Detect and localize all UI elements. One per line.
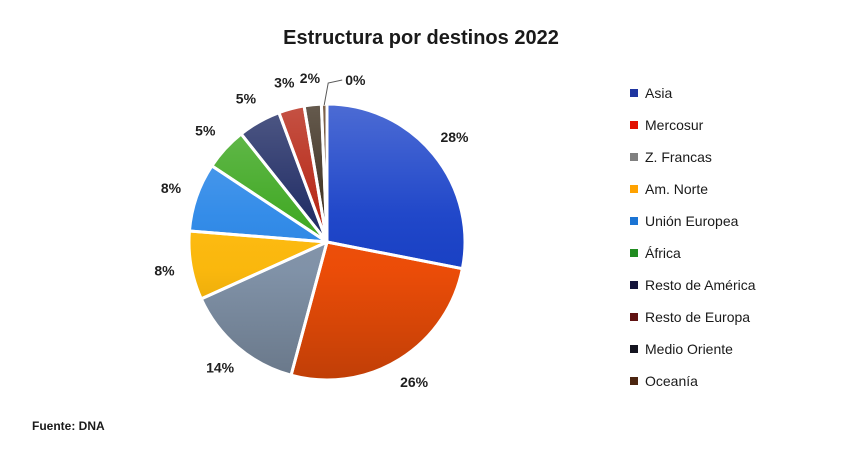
chart-title: Estructura por destinos 2022 [283, 27, 559, 49]
legend-label-medio-oriente: Medio Oriente [645, 341, 733, 357]
legend-label-am-norte: Am. Norte [645, 181, 709, 197]
legend-label-oceania: Oceanía [645, 373, 698, 389]
legend-item-union-europea: Unión Europea [630, 213, 756, 229]
legend-item-mercosur: Mercosur [630, 117, 756, 133]
pie-slice-border [325, 102, 467, 271]
legend-swatch-africa [630, 249, 638, 257]
legend-label-resto-de-europa: Resto de Europa [645, 309, 751, 325]
slice-value-label-union-europea: 8% [161, 180, 182, 196]
legend-swatch-resto-de-europa [630, 313, 638, 321]
legend-label-union-europea: Unión Europea [645, 213, 739, 229]
legend-label-mercosur: Mercosur [645, 117, 704, 133]
legend-item-asia: Asia [630, 85, 756, 101]
slice-value-label-z-francas: 14% [206, 360, 235, 376]
slice-value-label-asia: 28% [440, 129, 469, 145]
legend-swatch-resto-de-america [630, 281, 638, 289]
slice-value-label-resto-de-america: 5% [236, 90, 257, 106]
pie-slice-border [289, 240, 464, 382]
legend-item-medio-oriente: Medio Oriente [630, 341, 756, 357]
label-leader-line [323, 79, 343, 106]
slice-value-label-africa: 5% [195, 123, 216, 139]
legend-swatch-oceania [630, 377, 638, 385]
slice-value-label-am-norte: 8% [154, 262, 175, 278]
legend-swatch-medio-oriente [630, 345, 638, 353]
legend-item-oceania: Oceanía [630, 373, 756, 389]
legend-label-asia: Asia [645, 85, 673, 101]
pie-slice-border [199, 240, 329, 377]
legend: Asia Mercosur Z. Francas Am. Norte Unión Eur… [630, 85, 756, 389]
legend-swatch-union-europea [630, 217, 638, 225]
legend-item-am-norte: Am. Norte [630, 181, 756, 197]
legend-item-resto-de-europa: Resto de Europa [630, 309, 756, 325]
source-note: Fuente: DNA [32, 419, 105, 433]
legend-label-africa: África [645, 245, 681, 261]
slice-value-label-resto-de-europa: 3% [274, 75, 295, 91]
legend-item-africa: África [630, 245, 756, 261]
slice-value-label-mercosur: 26% [400, 374, 429, 390]
legend-label-z-francas: Z. Francas [645, 149, 712, 165]
slice-value-label-medio-oriente: 2% [300, 70, 321, 86]
legend-swatch-z-francas [630, 153, 638, 161]
legend-swatch-am-norte [630, 185, 638, 193]
legend-swatch-mercosur [630, 121, 638, 129]
legend-label-resto-de-america: Resto de América [645, 277, 756, 293]
slice-value-label-oceania: 0% [345, 72, 366, 88]
legend-swatch-asia [630, 89, 638, 97]
legend-item-resto-de-america: Resto de América [630, 277, 756, 293]
legend-item-z-francas: Z. Francas [630, 149, 756, 165]
